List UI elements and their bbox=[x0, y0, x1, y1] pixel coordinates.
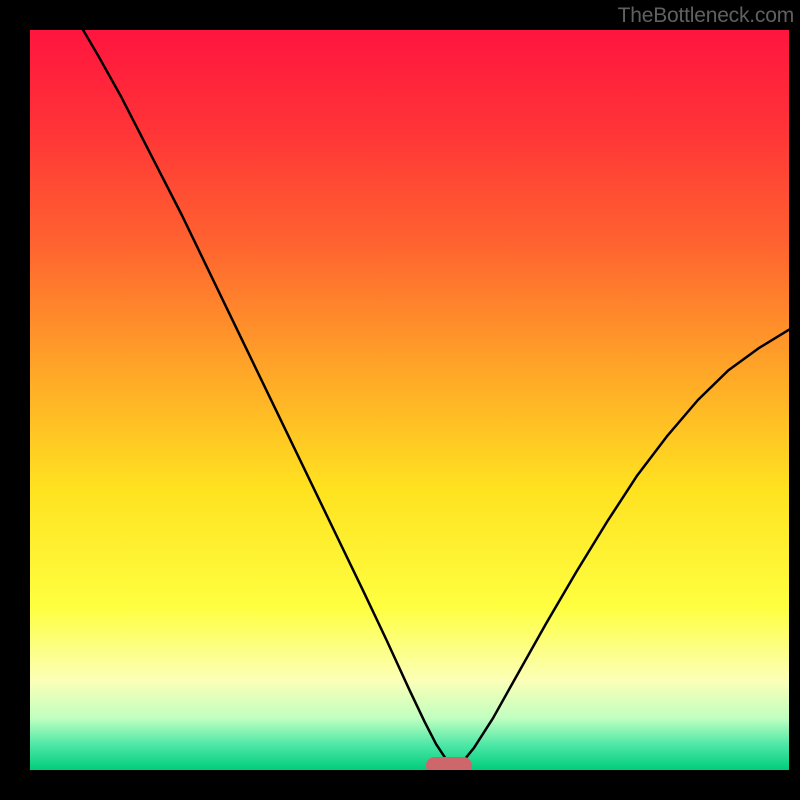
chart-plot-area bbox=[30, 30, 789, 770]
watermark-text: TheBottleneck.com bbox=[618, 4, 794, 28]
chart-svg bbox=[30, 30, 789, 770]
optimal-marker bbox=[426, 757, 472, 770]
